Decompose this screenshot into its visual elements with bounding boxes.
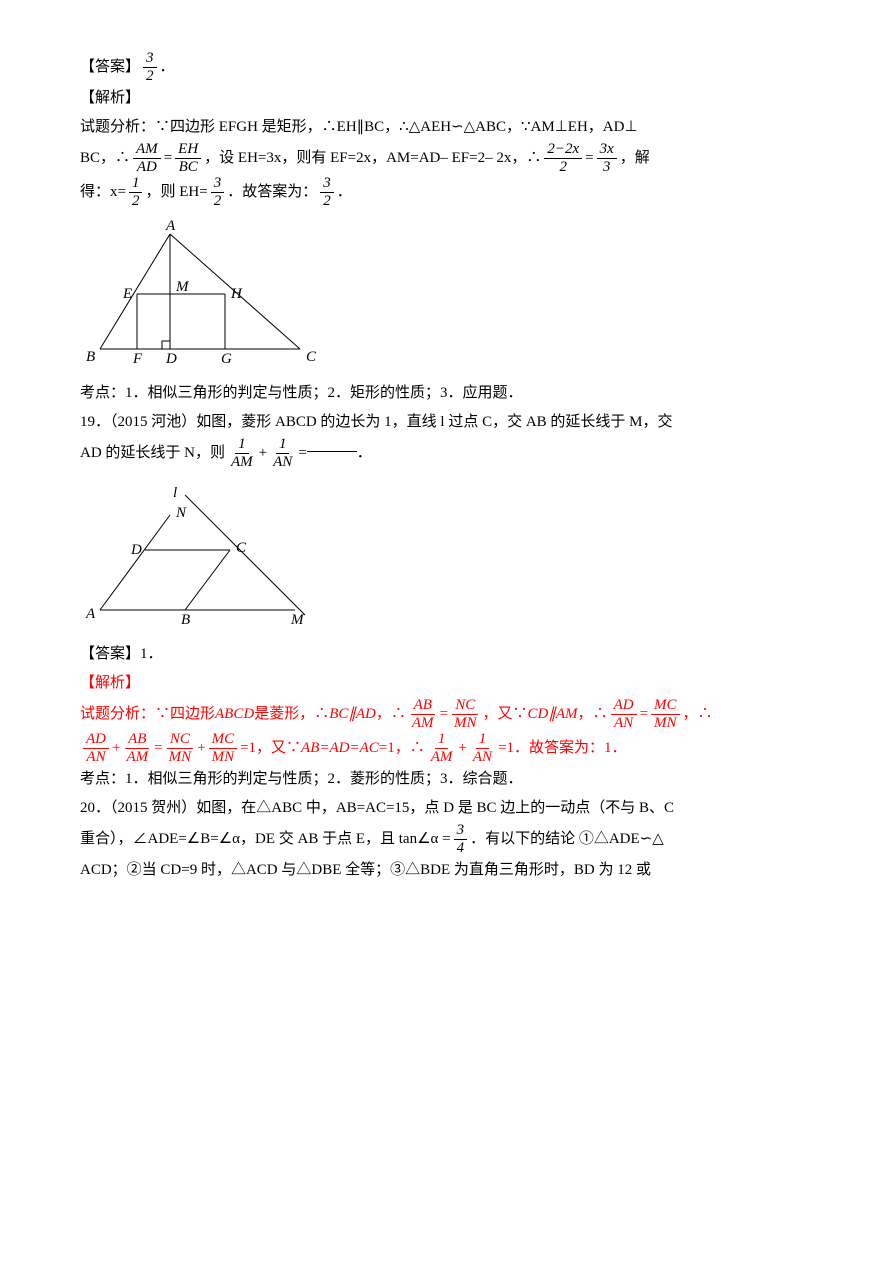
plus: + xyxy=(458,734,466,763)
text: ，∴ xyxy=(683,700,713,729)
figure-rhombus: A B M D C Nl xyxy=(80,480,812,630)
text-it: ABCD xyxy=(215,700,254,729)
svg-text:F: F xyxy=(132,351,143,367)
text-it: AB=AD=AC xyxy=(301,734,379,763)
svg-text:N: N xyxy=(175,505,187,521)
frac-am-ad: AM AD xyxy=(133,141,161,175)
plus: + xyxy=(259,439,267,468)
text: ，设 EH=3x，则有 EF=2x，AM=AD– EF=2– 2x，∴ xyxy=(204,144,541,173)
text: 重合），∠ADE=∠B=∠α，DE 交 AB 于点 E，且 tan∠α = xyxy=(80,825,451,854)
frac-22x-2: 2−2x 2 xyxy=(544,141,582,175)
frac-eh-bc: EH BC xyxy=(175,141,201,175)
dot: ． xyxy=(160,53,175,82)
frac-mc-mn2: MC MN xyxy=(209,731,238,765)
text: ，∴ xyxy=(376,700,406,729)
frac-ad-an2: AD AN xyxy=(83,731,109,765)
svg-text:A: A xyxy=(85,606,96,622)
text: ，又∵ xyxy=(483,700,528,729)
text: =1，又∵ xyxy=(240,734,301,763)
eq: = xyxy=(298,439,306,468)
eq: = xyxy=(164,144,172,173)
frac-3-2b: 3 2 xyxy=(211,175,225,209)
frac-ab-am: AB AM xyxy=(409,697,437,731)
svg-text:A: A xyxy=(165,219,176,234)
text: ．有以下的结论 ①△ADE∽△ xyxy=(470,825,664,854)
q20-line1: 20．（2015 贺州）如图，在△ABC 中，AB=AC=15，点 D 是 BC… xyxy=(80,794,812,823)
frac-1-an2: 1 AN xyxy=(470,731,495,765)
text: =1．故答案为：1． xyxy=(498,734,626,763)
red-line-1: 试题分析：∵四边形 ABCD 是菱形，∴ BC∥AD ，∴ AB AM = NC… xyxy=(80,697,812,731)
text: 得：x= xyxy=(80,178,126,207)
svg-text:C: C xyxy=(236,540,247,556)
svg-text:C: C xyxy=(306,349,317,365)
answer-1-line: 【答案】 3 2 ． xyxy=(80,50,812,84)
eq: = xyxy=(585,144,593,173)
frac-nc-mn2: NC MN xyxy=(166,731,195,765)
text: ，则 EH= xyxy=(145,178,207,207)
eq: = xyxy=(640,700,648,729)
analysis-label: 【解析】 xyxy=(80,84,812,113)
figure-triangle-rect: A B C E H M F G D xyxy=(80,219,812,369)
svg-text:M: M xyxy=(290,612,305,628)
svg-text:G: G xyxy=(221,351,232,367)
frac-3-2c: 3 2 xyxy=(320,175,334,209)
frac-3-4: 3 4 xyxy=(454,822,468,856)
text-it: CD∥AM xyxy=(528,700,578,729)
frac-1-2: 1 2 xyxy=(129,175,143,209)
text: 是菱形，∴ xyxy=(254,700,329,729)
q20-line2: 重合），∠ADE=∠B=∠α，DE 交 AB 于点 E，且 tan∠α = 3 … xyxy=(80,822,812,856)
svg-text:B: B xyxy=(86,349,95,365)
blank-line xyxy=(307,451,357,452)
frac-nc-mn: NC MN xyxy=(451,697,480,731)
svg-text:B: B xyxy=(181,612,190,628)
text-it: BC∥AD xyxy=(329,700,376,729)
frac-1-am2: 1 AM xyxy=(428,731,456,765)
svg-text:l: l xyxy=(173,485,177,501)
frac-3-2: 3 2 xyxy=(143,50,157,84)
q19-line2: AD 的延长线于 N，则 1 AM + 1 AN = ． xyxy=(80,436,812,470)
frac-1-an: 1 AN xyxy=(270,436,295,470)
svg-text:H: H xyxy=(230,286,243,302)
para-1c: 得：x= 1 2 ，则 EH= 3 2 ．故答案为： 3 2 ． xyxy=(80,175,812,209)
svg-text:M: M xyxy=(175,279,190,295)
svg-text:D: D xyxy=(165,351,177,367)
frac-mc-mn: MC MN xyxy=(651,697,680,731)
text: 试题分析：∵四边形 xyxy=(80,700,215,729)
q20-line3: ACD；②当 CD=9 时，△ACD 与△DBE 全等；③△BDE 为直角三角形… xyxy=(80,856,812,885)
text: =1，∴ xyxy=(379,734,425,763)
text: ，解 xyxy=(620,144,650,173)
dot: ． xyxy=(357,439,372,468)
text: ． xyxy=(337,178,352,207)
answer-2: 【答案】1． xyxy=(80,640,812,669)
svg-text:E: E xyxy=(122,286,132,302)
kaodian-1: 考点：1．相似三角形的判定与性质；2．矩形的性质；3．应用题． xyxy=(80,379,812,408)
eq: = xyxy=(440,700,448,729)
answer-label: 【答案】 xyxy=(80,53,140,82)
analysis-label-red: 【解析】 xyxy=(80,669,812,698)
text: BC，∴ xyxy=(80,144,130,173)
text: ．故答案为： xyxy=(227,178,317,207)
para-1b: BC，∴ AM AD = EH BC ，设 EH=3x，则有 EF=2x，AM=… xyxy=(80,141,812,175)
text: AD 的延长线于 N，则 xyxy=(80,439,225,468)
red-line-2: AD AN + AB AM = NC MN + MC MN =1，又∵ AB=A… xyxy=(80,731,812,765)
svg-text:D: D xyxy=(130,542,142,558)
text: ，∴ xyxy=(578,700,608,729)
frac-1-am: 1 AM xyxy=(228,436,256,470)
plus: + xyxy=(112,734,120,763)
kaodian-2: 考点：1．相似三角形的判定与性质；2．菱形的性质；3．综合题． xyxy=(80,765,812,794)
frac-ab-am2: AB AM xyxy=(123,731,151,765)
para-1a: 试题分析：∵四边形 EFGH 是矩形，∴EH∥BC，∴△AEH∽△ABC，∵AM… xyxy=(80,113,812,142)
frac-3x-3: 3x 3 xyxy=(597,141,617,175)
eq: = xyxy=(154,734,162,763)
plus: + xyxy=(197,734,205,763)
frac-ad-an: AD AN xyxy=(611,697,637,731)
q19-line1: 19．（2015 河池）如图，菱形 ABCD 的边长为 1，直线 l 过点 C，… xyxy=(80,408,812,437)
